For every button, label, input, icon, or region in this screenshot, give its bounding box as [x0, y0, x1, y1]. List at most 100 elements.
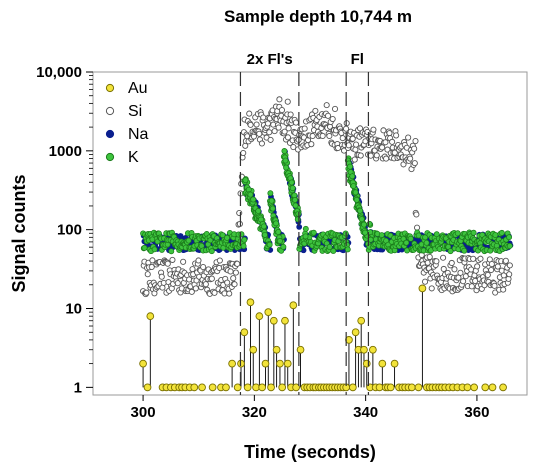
k-point	[454, 230, 461, 237]
si-point	[389, 138, 396, 145]
series-si	[140, 96, 513, 298]
k-point	[357, 207, 364, 214]
au-point	[139, 359, 147, 368]
au-point	[390, 359, 399, 368]
si-point	[457, 269, 464, 276]
si-point	[349, 135, 356, 142]
si-point	[258, 140, 265, 147]
si-point	[226, 290, 233, 297]
si-point	[224, 279, 231, 286]
si-point	[308, 141, 315, 148]
au-point	[243, 383, 252, 392]
au-point	[414, 383, 423, 392]
k-point	[310, 229, 317, 236]
series-k	[140, 148, 513, 255]
annotation-label: 2x Fl's	[247, 51, 293, 68]
si-point	[267, 136, 274, 143]
k-point	[407, 235, 414, 242]
k-point	[506, 243, 513, 249]
au-point	[289, 301, 298, 310]
si-point	[351, 156, 358, 163]
au-point	[208, 383, 217, 392]
k-point	[151, 246, 158, 253]
si-point	[292, 119, 300, 126]
k-point	[292, 202, 299, 209]
si-point	[285, 125, 292, 132]
legend-marker-au	[105, 83, 115, 93]
si-point	[319, 132, 326, 139]
si-point	[211, 289, 218, 296]
si-point	[440, 265, 447, 273]
chart-title: Sample depth 10,744 m	[224, 7, 412, 26]
au-point	[283, 359, 292, 368]
si-point	[353, 141, 360, 148]
k-point	[242, 177, 249, 184]
k-point	[344, 246, 351, 253]
k-point	[260, 223, 267, 230]
x-tick-label: 300	[131, 404, 156, 421]
au-point	[267, 383, 275, 392]
si-point	[382, 139, 389, 146]
legend-label-k: K	[128, 149, 139, 166]
legend-label-na: Na	[128, 126, 149, 143]
si-point	[208, 275, 215, 282]
au-point	[362, 359, 371, 368]
k-point	[361, 221, 367, 228]
k-point	[470, 229, 477, 236]
si-point	[158, 273, 165, 280]
au-point	[255, 312, 264, 321]
au-point	[258, 383, 266, 392]
au-point	[269, 316, 278, 325]
si-point	[352, 146, 359, 153]
k-point	[247, 191, 254, 198]
k-point	[423, 239, 430, 246]
au-point	[407, 383, 416, 392]
axes: 300 320 340 360 1 10 100 1000 10,000	[36, 64, 489, 421]
y-tick-label: 1	[74, 379, 82, 396]
si-point	[412, 138, 419, 145]
si-point	[271, 128, 278, 135]
k-point	[350, 183, 357, 189]
si-point	[256, 130, 263, 137]
au-point	[143, 383, 152, 392]
si-point	[468, 283, 475, 290]
si-point	[169, 256, 176, 263]
si-point	[506, 271, 513, 278]
si-point	[232, 269, 239, 276]
si-point	[411, 160, 418, 167]
si-point	[195, 257, 202, 264]
si-point	[227, 268, 234, 275]
si-point	[216, 257, 223, 264]
si-point	[364, 128, 371, 135]
si-point	[188, 288, 195, 295]
au-point	[246, 298, 255, 307]
k-point	[492, 232, 499, 238]
k-point	[269, 205, 276, 212]
si-point	[386, 130, 393, 137]
si-point	[275, 124, 282, 131]
si-point	[284, 134, 292, 141]
au-point	[296, 345, 305, 354]
si-point	[407, 155, 414, 162]
au-point	[378, 359, 387, 368]
si-point	[329, 115, 336, 123]
si-point	[312, 107, 319, 114]
si-point	[383, 155, 390, 162]
si-point	[230, 275, 237, 282]
series-au	[139, 284, 507, 392]
si-point	[506, 262, 513, 269]
y-tick-label: 1000	[49, 143, 82, 160]
si-point	[477, 255, 484, 262]
au-point	[190, 383, 199, 392]
si-point	[189, 266, 196, 273]
k-point	[326, 244, 333, 250]
k-point	[362, 229, 369, 236]
k-point	[347, 163, 354, 170]
si-point	[200, 264, 207, 271]
k-point	[281, 148, 288, 154]
si-point	[164, 260, 171, 267]
si-point	[470, 255, 477, 262]
si-point	[460, 278, 467, 285]
si-point	[491, 282, 498, 289]
k-point	[352, 189, 359, 196]
